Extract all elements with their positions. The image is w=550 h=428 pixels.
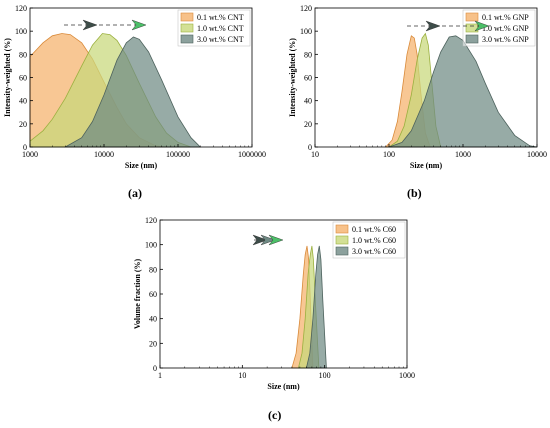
chart-panel-b: 10 100 1000 10000 0 20 40 60 80 100 120 Size (nm) In… [275, 0, 550, 180]
chart-a-ytick-label: 20 [19, 120, 27, 129]
chart-a-xtick-label: 1000 [22, 150, 38, 159]
caption-c: (c) [268, 408, 282, 422]
chart-a-xlabel: Size (nm) [125, 161, 158, 170]
caption-b: (b) [407, 186, 422, 200]
chart-b-xlabel: Size (nm) [410, 161, 443, 170]
chart-c-ytick-label: 100 [145, 241, 157, 250]
chart-a-legend-label-0: 0.1 wt.% CNT [197, 13, 244, 22]
chart-c-ytick-label: 40 [149, 315, 157, 324]
chart-b-ylabel: Intensity-weighted (%) [288, 38, 297, 117]
chart-c-xtick-label: 100 [319, 371, 331, 380]
chart-c-ytick-label: 0 [153, 364, 157, 373]
chart-a-ylabel: Intensity-weighted (%) [3, 38, 12, 117]
chart-a-ytick-label: 40 [19, 97, 27, 106]
chart-c-legend-swatch-2 [335, 246, 349, 256]
chart-c-arrowhead-2 [260, 234, 276, 246]
chart-a-legend-swatch-2 [180, 34, 194, 44]
chart-b-ytick-label: 80 [304, 50, 312, 59]
chart-b-svg: 10 100 1000 10000 0 20 40 60 80 100 120 Size (nm) In… [288, 4, 547, 170]
chart-a-svg: 1000 10000 100000 1000000 0 20 40 60 80 100 120 Siz… [3, 4, 266, 170]
chart-c-legend-swatch-1 [335, 235, 349, 245]
chart-b-xtick-label: 1000 [455, 150, 471, 159]
chart-a-ytick-label: 60 [19, 74, 27, 83]
chart-panel-c: 1 10 100 1000 0 20 40 60 80 100 120 Size (nm) Volume… [125, 212, 425, 400]
chart-a-xtick-label: 1000000 [238, 150, 266, 159]
chart-b-legend-label-2: 3.0 wt.% GNP [482, 35, 529, 44]
chart-b-legend-swatch-2 [465, 34, 479, 44]
chart-a-ytick-label: 0 [23, 143, 27, 152]
chart-a-legend-swatch-0 [180, 12, 194, 22]
chart-c-arrowhead-1 [252, 234, 268, 246]
chart-c-xlabel: Size (nm) [267, 382, 300, 391]
chart-c-legend-label-2: 3.0 wt.% C60 [352, 247, 396, 256]
chart-a-xtick-label: 10000 [94, 150, 114, 159]
chart-b-arrowhead-1 [425, 20, 441, 32]
chart-c-svg: 1 10 100 1000 0 20 40 60 80 100 120 Size (nm) Volume… [133, 216, 415, 391]
chart-c-xtick-label: 1000 [399, 371, 415, 380]
chart-a-ytick-label: 100 [15, 27, 27, 36]
chart-c-series-2-area [305, 245, 327, 369]
chart-c-ytick-label: 20 [149, 339, 157, 348]
chart-b-legend-swatch-0 [465, 12, 479, 22]
chart-b-series-2-area [388, 35, 538, 148]
chart-c-ytick-label: 60 [149, 290, 157, 299]
chart-c-xtick-label: 10 [238, 371, 246, 380]
chart-a-legend-label-1: 1.0 wt.% CNT [197, 24, 244, 33]
chart-c-legend-label-1: 1.0 wt.% C60 [352, 236, 396, 245]
chart-b-legend-label-0: 0.1 wt.% GNP [482, 13, 529, 22]
chart-b-xtick-label: 10000 [527, 150, 547, 159]
chart-a-ytick-label: 80 [19, 50, 27, 59]
chart-a-series-2-area [63, 36, 202, 148]
chart-a-xtick-label: 100000 [166, 150, 190, 159]
chart-c-xtick-label: 1 [158, 371, 162, 380]
chart-b-ytick-label: 100 [300, 27, 312, 36]
chart-a-legend-label-2: 3.0 wt.% CNT [197, 35, 244, 44]
chart-c-legend-swatch-0 [335, 224, 349, 234]
chart-c-arrowhead-3 [268, 234, 284, 246]
chart-b-xtick-label: 100 [383, 150, 395, 159]
chart-panel-a: 1000 10000 100000 1000000 0 20 40 60 80 100 120 Siz… [0, 0, 275, 180]
chart-a-arrowhead-2 [131, 19, 147, 31]
chart-b-ytick-label: 60 [304, 74, 312, 83]
chart-b-ytick-label: 120 [300, 4, 312, 13]
chart-c-ytick-label: 120 [145, 216, 157, 225]
chart-a-ytick-label: 120 [15, 4, 27, 13]
chart-b-legend-label-1: 1.0 wt.% GNP [482, 24, 529, 33]
chart-b-ytick-label: 0 [308, 143, 312, 152]
chart-b-ytick-label: 20 [304, 120, 312, 129]
chart-c-legend-label-0: 0.1 wt.% C60 [352, 225, 396, 234]
chart-b-xtick-label: 10 [311, 150, 319, 159]
chart-b-ytick-label: 40 [304, 97, 312, 106]
chart-b-arrowhead-2 [474, 20, 490, 32]
chart-a-legend-swatch-1 [180, 23, 194, 33]
chart-a-arrowhead-1 [82, 19, 98, 31]
chart-c-ylabel: Volume fraction (%) [133, 258, 142, 329]
caption-a: (a) [128, 186, 142, 200]
chart-b-legend-swatch-1 [465, 23, 479, 33]
chart-c-ytick-label: 80 [149, 265, 157, 274]
